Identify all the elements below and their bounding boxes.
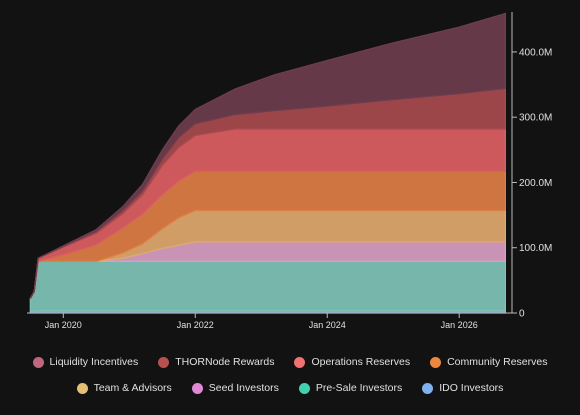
legend-item[interactable]: Seed Investors xyxy=(191,382,279,394)
legend-label: Seed Investors xyxy=(208,382,279,394)
legend-swatch-icon xyxy=(294,356,306,368)
x-tick-label: Jan 2022 xyxy=(177,320,214,330)
legend-label: Liquidity Incentives xyxy=(49,356,139,368)
y-tick-label: 200.0M xyxy=(519,178,552,189)
legend-item[interactable]: THORNode Rewards xyxy=(158,356,274,368)
legend-label: Pre-Sale Investors xyxy=(315,382,403,394)
x-tick-label: Jan 2024 xyxy=(309,320,346,330)
legend-swatch-icon xyxy=(32,356,44,368)
legend-label: THORNode Rewards xyxy=(175,356,275,368)
legend-swatch-icon xyxy=(430,356,442,368)
area-series-1 xyxy=(29,260,506,313)
legend-row: Liquidity Incentives THORNode Rewards Oper… xyxy=(32,356,547,368)
area-series-7 xyxy=(29,12,506,299)
legend-swatch-icon xyxy=(298,382,310,394)
legend-item[interactable]: Team & Advisors xyxy=(76,382,172,394)
legend-item[interactable]: Community Reserves xyxy=(430,356,547,368)
legend-label: Team & Advisors xyxy=(93,382,172,394)
y-tick-label: 400.0M xyxy=(519,47,552,58)
legend-swatch-icon xyxy=(422,382,434,394)
legend-label: Operations Reserves xyxy=(311,356,411,368)
legend-item[interactable]: Liquidity Incentives xyxy=(32,356,139,368)
legend: Liquidity Incentives THORNode Rewards Oper… xyxy=(0,356,580,394)
y-tick-label: 0 xyxy=(519,309,525,320)
legend-swatch-icon xyxy=(191,382,203,394)
x-tick-label: Jan 2026 xyxy=(441,320,478,330)
x-tick-label: Jan 2020 xyxy=(45,320,82,330)
legend-swatch-icon xyxy=(158,356,170,368)
y-tick-label: 300.0M xyxy=(519,113,552,124)
legend-label: Community Reserves xyxy=(447,356,548,368)
legend-row: Team & Advisors Seed Investors Pre-Sale In… xyxy=(76,382,503,394)
legend-item[interactable]: Pre-Sale Investors xyxy=(298,382,403,394)
legend-item[interactable]: IDO Investors xyxy=(422,382,503,394)
legend-label: IDO Investors xyxy=(439,382,504,394)
legend-item[interactable]: Operations Reserves xyxy=(294,356,410,368)
y-tick-label: 100.0M xyxy=(519,243,552,254)
legend-swatch-icon xyxy=(76,382,88,394)
